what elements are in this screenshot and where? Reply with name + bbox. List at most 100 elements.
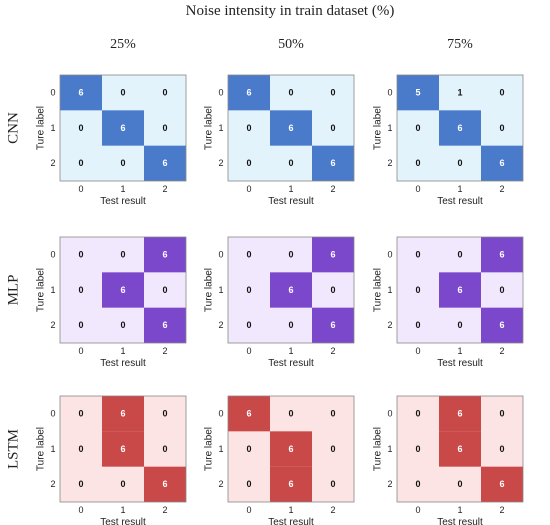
cell-value-mlp-25-0-2: 6: [162, 250, 167, 260]
heatmap-cell-mlp-50-2-2: [312, 307, 354, 343]
y-tick-cnn-50-0: 0: [218, 88, 223, 98]
x-tick-lstm-50-1: 1: [288, 505, 293, 515]
y-axis-label-mlp-75: Ture label: [373, 268, 384, 312]
figure-title: Noise intensity in train dataset (%): [186, 3, 395, 19]
cell-value-lstm-50-1-0: 0: [246, 444, 251, 454]
cell-value-lstm-75-0-2: 0: [499, 409, 504, 419]
cell-value-cnn-25-1-0: 0: [78, 123, 83, 133]
cell-value-cnn-75-0-1: 1: [457, 88, 462, 98]
y-tick-lstm-75-2: 2: [387, 479, 392, 489]
heatmap-cell-mlp-75-2-2: [481, 307, 523, 343]
cell-value-mlp-75-2-1: 0: [457, 320, 462, 330]
x-tick-lstm-75-0: 0: [415, 505, 420, 515]
cell-value-mlp-50-0-2: 6: [330, 250, 335, 260]
cell-value-lstm-25-2-2: 6: [162, 479, 167, 489]
x-axis-label-mlp-75: Test result: [437, 358, 483, 369]
heatmap-cell-lstm-25-0-1: [102, 396, 144, 432]
cell-value-mlp-50-1-0: 0: [246, 285, 251, 295]
y-tick-mlp-75-0: 0: [387, 250, 392, 260]
cell-value-lstm-25-1-1: 6: [120, 444, 125, 454]
heatmap-cell-lstm-50-0-0: [228, 396, 270, 432]
y-tick-mlp-25-2: 2: [50, 320, 55, 330]
panel-border-mlp-75: [396, 236, 524, 344]
heatmap-cell-mlp-75-0-2: [481, 237, 523, 273]
heatmap-cell-lstm-25-2-2: [144, 466, 186, 502]
row-header-lstm: LSTM: [5, 429, 21, 469]
cell-value-cnn-50-2-1: 0: [288, 158, 293, 168]
cell-value-lstm-50-2-1: 6: [288, 479, 293, 489]
cell-value-mlp-75-2-0: 0: [415, 320, 420, 330]
x-tick-mlp-50-1: 1: [288, 346, 293, 356]
panel-border-mlp-25: [59, 236, 187, 344]
cell-value-cnn-25-2-1: 0: [120, 158, 125, 168]
y-tick-cnn-25-1: 1: [50, 123, 55, 133]
y-tick-lstm-25-1: 1: [50, 444, 55, 454]
y-axis-label-mlp-50: Ture label: [204, 268, 215, 312]
y-tick-mlp-75-2: 2: [387, 320, 392, 330]
x-axis-label-cnn-50: Test result: [268, 196, 314, 207]
y-tick-mlp-25-0: 0: [50, 250, 55, 260]
x-tick-cnn-50-1: 1: [288, 184, 293, 194]
x-tick-cnn-50-2: 2: [330, 184, 335, 194]
y-tick-cnn-75-2: 2: [387, 158, 392, 168]
x-tick-mlp-75-2: 2: [499, 346, 504, 356]
cell-value-lstm-75-2-0: 0: [415, 479, 420, 489]
cell-value-mlp-75-2-2: 6: [499, 320, 504, 330]
cell-value-mlp-50-1-2: 0: [330, 285, 335, 295]
column-header-2: 50%: [278, 37, 304, 52]
x-tick-mlp-50-0: 0: [246, 346, 251, 356]
column-header-1: 25%: [110, 37, 136, 52]
x-tick-cnn-25-2: 2: [162, 184, 167, 194]
panel-border-lstm-75: [396, 395, 524, 503]
cell-value-mlp-50-2-1: 0: [288, 320, 293, 330]
cell-value-mlp-75-0-1: 0: [457, 250, 462, 260]
heatmap-cell-mlp-25-1-1: [102, 272, 144, 308]
cell-value-mlp-25-0-1: 0: [120, 250, 125, 260]
x-axis-label-cnn-25: Test result: [100, 196, 146, 207]
cell-value-lstm-25-1-0: 0: [78, 444, 83, 454]
column-header-3: 75%: [447, 37, 473, 52]
panel-border-mlp-50: [227, 236, 355, 344]
y-axis-label-lstm-25: Ture label: [36, 427, 47, 471]
x-tick-mlp-25-0: 0: [78, 346, 83, 356]
y-tick-cnn-25-0: 0: [50, 88, 55, 98]
cell-value-mlp-75-1-0: 0: [415, 285, 420, 295]
cell-value-mlp-25-2-0: 0: [78, 320, 83, 330]
y-tick-cnn-75-1: 1: [387, 123, 392, 133]
heatmap-cell-mlp-50-1-1: [270, 272, 312, 308]
x-tick-lstm-50-2: 2: [330, 505, 335, 515]
cell-value-cnn-25-1-2: 0: [162, 123, 167, 133]
y-axis-label-mlp-25: Ture label: [36, 268, 47, 312]
cell-value-cnn-25-0-0: 6: [78, 88, 83, 98]
heatmap-cell-lstm-50-1-1: [270, 431, 312, 467]
heatmap-cell-lstm-75-2-2: [481, 466, 523, 502]
y-tick-mlp-50-0: 0: [218, 250, 223, 260]
heatmap-cell-cnn-75-2-2: [481, 145, 523, 181]
cell-value-cnn-50-1-2: 0: [330, 123, 335, 133]
cell-value-lstm-50-2-2: 0: [330, 479, 335, 489]
cell-value-lstm-25-0-0: 0: [78, 409, 83, 419]
y-tick-lstm-75-1: 1: [387, 444, 392, 454]
panel-border-lstm-50: [227, 395, 355, 503]
x-tick-lstm-25-1: 1: [120, 505, 125, 515]
panel-border-cnn-75: [396, 74, 524, 182]
y-axis-label-lstm-75: Ture label: [373, 427, 384, 471]
cell-value-cnn-75-2-0: 0: [415, 158, 420, 168]
y-tick-cnn-25-2: 2: [50, 158, 55, 168]
y-tick-lstm-50-2: 2: [218, 479, 223, 489]
cell-value-lstm-50-0-1: 0: [288, 409, 293, 419]
heatmap-cell-cnn-75-0-0: [397, 75, 439, 111]
y-axis-label-cnn-50: Ture label: [204, 106, 215, 150]
cell-value-cnn-50-0-2: 0: [330, 88, 335, 98]
heatmap-cell-cnn-50-2-2: [312, 145, 354, 181]
y-axis-label-cnn-25: Ture label: [36, 106, 47, 150]
cell-value-cnn-75-1-2: 0: [499, 123, 504, 133]
panel-border-cnn-50: [227, 74, 355, 182]
row-header-cnn: CNN: [5, 112, 21, 144]
cell-value-mlp-25-1-1: 6: [120, 285, 125, 295]
cell-value-lstm-50-0-0: 6: [246, 409, 251, 419]
panel-border-lstm-25: [59, 395, 187, 503]
cell-value-lstm-25-0-1: 6: [120, 409, 125, 419]
cell-value-cnn-25-0-1: 0: [120, 88, 125, 98]
